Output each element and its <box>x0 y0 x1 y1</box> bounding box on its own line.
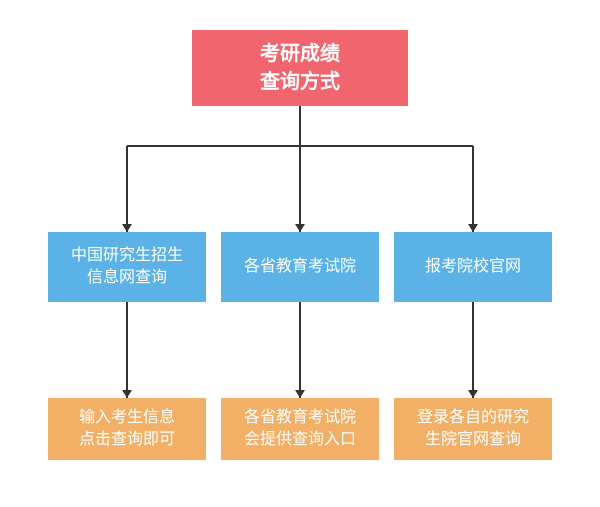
level2-node-0: 中国研究生招生 信息网查询 <box>48 232 206 302</box>
level3-0-line1: 输入考生信息 <box>79 407 175 429</box>
level2-0-line2: 信息网查询 <box>87 267 167 289</box>
level2-node-1: 各省教育考试院 <box>221 232 379 302</box>
level3-node-2: 登录各自的研究 生院官网查询 <box>394 398 552 460</box>
root-node: 考研成绩 查询方式 <box>192 30 408 106</box>
level3-1-line1: 各省教育考试院 <box>244 407 356 429</box>
level3-1-line2: 会提供查询入口 <box>244 429 356 451</box>
level3-node-0: 输入考生信息 点击查询即可 <box>48 398 206 460</box>
level3-0-line2: 点击查询即可 <box>79 429 175 451</box>
root-line2: 查询方式 <box>260 68 340 96</box>
level2-1-line1: 各省教育考试院 <box>244 256 356 278</box>
level2-0-line1: 中国研究生招生 <box>71 245 183 267</box>
root-line1: 考研成绩 <box>260 40 340 68</box>
level3-2-line1: 登录各自的研究 <box>417 407 529 429</box>
level2-2-line1: 报考院校官网 <box>425 256 521 278</box>
level3-node-1: 各省教育考试院 会提供查询入口 <box>221 398 379 460</box>
flowchart-canvas: 考研成绩 查询方式 中国研究生招生 信息网查询 各省教育考试院 报考院校官网 输… <box>0 0 600 507</box>
level2-node-2: 报考院校官网 <box>394 232 552 302</box>
level3-2-line2: 生院官网查询 <box>425 429 521 451</box>
